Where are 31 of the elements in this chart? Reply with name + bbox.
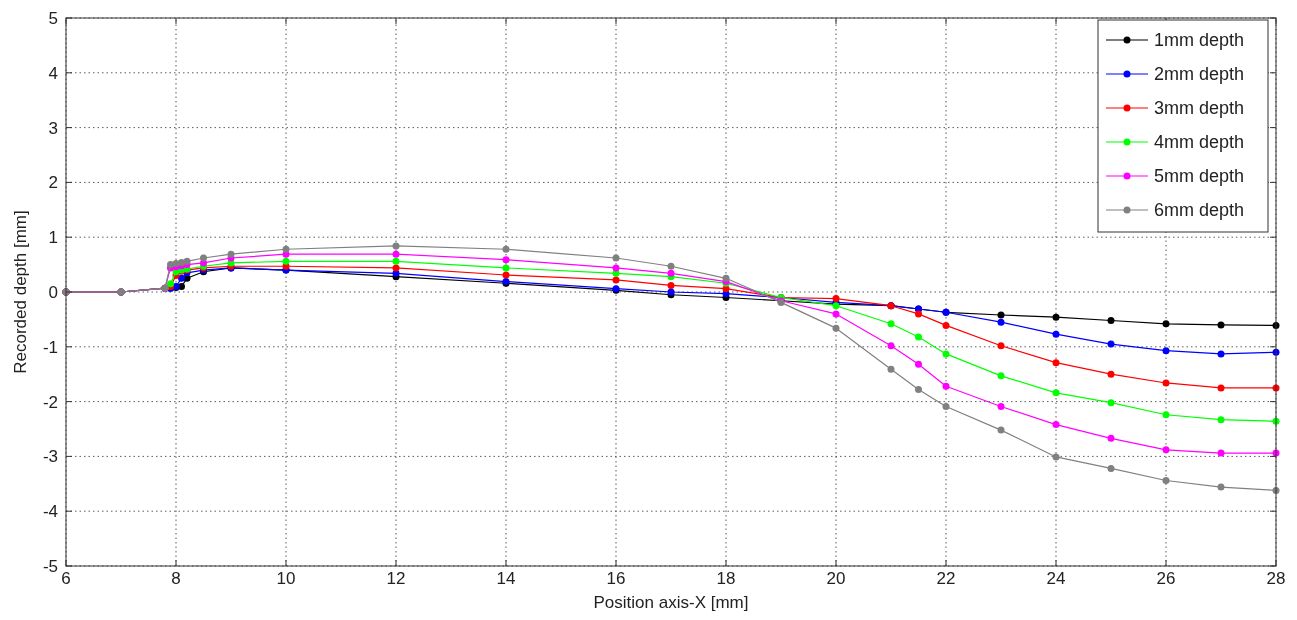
x-tick-label: 10 — [276, 569, 296, 588]
x-tick-label: 6 — [61, 569, 71, 588]
legend-label: 4mm depth — [1154, 132, 1245, 153]
y-tick-label: -2 — [42, 392, 58, 412]
legend-label: 3mm depth — [1154, 98, 1245, 119]
legend-label: 6mm depth — [1154, 200, 1245, 221]
legend-label: 5mm depth — [1154, 166, 1245, 187]
x-tick-label: 20 — [826, 569, 846, 588]
y-tick-label: 3 — [48, 118, 58, 138]
y-tick-label: 0 — [48, 282, 58, 302]
x-tick-label: 28 — [1266, 569, 1286, 588]
x-tick-label: 8 — [171, 569, 181, 588]
x-tick-label: 26 — [1156, 569, 1176, 588]
x-tick-label: 22 — [936, 569, 956, 588]
y-axis-title: Recorded depth [mm] — [11, 210, 30, 374]
x-tick-label: 24 — [1046, 569, 1066, 588]
y-tick-label: -5 — [42, 556, 58, 576]
x-tick-label: 18 — [716, 569, 736, 588]
y-tick-label: 1 — [48, 228, 58, 248]
y-tick-label: -4 — [42, 502, 58, 522]
y-tick-label: 5 — [48, 8, 58, 28]
x-tick-label: 16 — [606, 569, 626, 588]
y-tick-label: -1 — [42, 337, 58, 357]
y-tick-label: 2 — [48, 173, 58, 193]
x-tick-label: 12 — [386, 569, 406, 588]
x-tick-label: 14 — [496, 569, 516, 588]
y-tick-label: -3 — [42, 447, 58, 467]
x-axis-title: Position axis-X [mm] — [593, 593, 749, 612]
y-tick-label: 4 — [48, 63, 58, 83]
legend-label: 2mm depth — [1154, 64, 1245, 85]
legend-label: 1mm depth — [1154, 30, 1245, 51]
